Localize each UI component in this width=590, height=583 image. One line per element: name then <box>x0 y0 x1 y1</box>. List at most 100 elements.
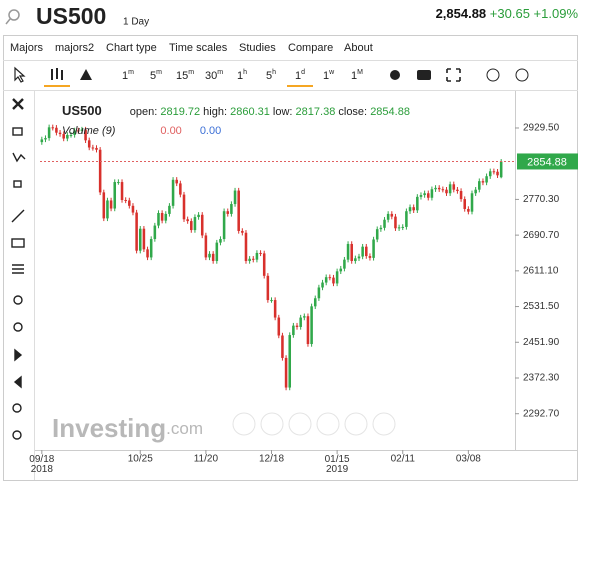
nav-button[interactable] <box>344 412 368 436</box>
tool[interactable] <box>14 348 23 362</box>
candle-body <box>233 190 237 205</box>
settings-icon[interactable] <box>390 70 400 80</box>
tool[interactable] <box>13 295 23 305</box>
candle-body <box>306 316 310 345</box>
nav-button[interactable] <box>232 412 256 436</box>
interval-button[interactable]: 5h <box>266 69 276 82</box>
x-tick-label: 09/18 2018 <box>29 454 54 475</box>
tool[interactable] <box>13 180 22 188</box>
interval-button[interactable]: 1h <box>237 69 247 82</box>
watermark: Investing.com <box>52 413 203 443</box>
candle-body <box>346 243 350 260</box>
interval-number: 1 <box>323 70 329 82</box>
fullscreen-icon[interactable] <box>446 68 461 82</box>
tool[interactable] <box>12 264 24 274</box>
candle-body <box>284 357 288 388</box>
last-price-label: 2854.88 <box>527 156 567 168</box>
menu-item[interactable]: Majors <box>10 42 44 54</box>
nav-buttons <box>232 412 396 436</box>
close-tool[interactable] <box>12 98 24 110</box>
candle-body <box>328 277 332 279</box>
volume-value: 0.00 <box>160 125 181 137</box>
candle-body <box>405 211 408 227</box>
interval-button[interactable]: 1w <box>323 69 335 82</box>
candle-body <box>109 200 113 209</box>
candle-type[interactable] <box>51 68 63 80</box>
menu-item[interactable]: Studies <box>239 42 276 54</box>
tool[interactable] <box>11 209 25 223</box>
volume-value: 0.00 <box>200 125 221 137</box>
candle-body <box>113 182 117 209</box>
candle-body <box>445 189 448 194</box>
nav-button[interactable] <box>372 412 396 436</box>
interval-button[interactable]: 1d <box>295 69 305 82</box>
candle-body <box>434 187 437 190</box>
menu-item[interactable]: Chart type <box>106 42 157 54</box>
candle-body <box>470 193 474 212</box>
interval-button[interactable]: 1m <box>122 69 134 82</box>
candle-body <box>408 207 412 212</box>
legend-label: high: <box>203 106 227 118</box>
area-type[interactable] <box>80 69 92 80</box>
candle-body <box>485 176 488 183</box>
download-icon[interactable] <box>486 68 500 82</box>
tool[interactable] <box>13 322 23 332</box>
change-pct: +1.09% <box>534 6 579 21</box>
candle-body <box>401 226 405 228</box>
frame <box>3 35 578 481</box>
interval-button[interactable]: 15m <box>176 69 194 82</box>
candle-body <box>313 298 317 307</box>
legend-value: 2860.31 <box>230 106 270 118</box>
candle-body <box>102 192 106 219</box>
interval-button[interactable]: 5m <box>150 69 162 82</box>
tool[interactable] <box>13 375 22 389</box>
nav-button[interactable] <box>260 412 284 436</box>
candle-body <box>91 147 95 149</box>
candle-body <box>335 271 339 284</box>
candle-body <box>237 190 240 231</box>
menu-item[interactable]: Time scales <box>169 42 228 54</box>
side-toolbar <box>11 98 26 440</box>
tool[interactable] <box>11 238 25 248</box>
nav-button[interactable] <box>288 412 312 436</box>
tool[interactable] <box>12 152 26 163</box>
candle-body <box>58 132 62 135</box>
interval-button[interactable]: 1M <box>351 69 363 82</box>
legend: US500 open: 2819.72 high: 2860.31 low: 28… <box>62 103 410 118</box>
menu-item[interactable]: majors2 <box>55 42 94 54</box>
interval-button[interactable]: 30m <box>205 69 223 82</box>
candle-body <box>135 212 138 251</box>
candle-body <box>175 179 178 184</box>
candle-body <box>288 335 292 388</box>
candle-body <box>397 227 401 229</box>
menu-item[interactable]: About <box>344 42 373 54</box>
menu-item[interactable]: Compare <box>288 42 333 54</box>
camera-icon[interactable] <box>417 70 431 80</box>
volume-legend: Volume (9) 0.00 0.00 <box>62 125 221 137</box>
interval-unit: h <box>243 69 247 76</box>
candle-body <box>452 184 456 190</box>
cursor-tool[interactable] <box>14 66 26 83</box>
candle-body <box>73 130 76 135</box>
tool[interactable] <box>12 430 22 440</box>
interval-unit: d <box>301 69 305 76</box>
candle-body <box>84 129 87 141</box>
nav-button[interactable] <box>316 412 340 436</box>
candle-body <box>321 282 324 288</box>
candle-body <box>219 239 222 243</box>
candle-body <box>492 171 496 173</box>
candle-body <box>496 171 499 176</box>
candle-body <box>478 181 481 190</box>
candle-body <box>44 138 47 140</box>
candle-body <box>273 300 277 318</box>
tool[interactable] <box>12 127 23 136</box>
candle-body <box>259 252 262 254</box>
search-icon[interactable] <box>5 9 20 25</box>
upload-icon[interactable] <box>515 68 529 82</box>
candle-body <box>87 140 91 148</box>
tool[interactable] <box>12 403 22 413</box>
candle-body <box>47 127 51 139</box>
candle-body <box>149 239 153 258</box>
legend-label: open: <box>130 106 158 118</box>
interval-number: 1 <box>237 70 243 82</box>
